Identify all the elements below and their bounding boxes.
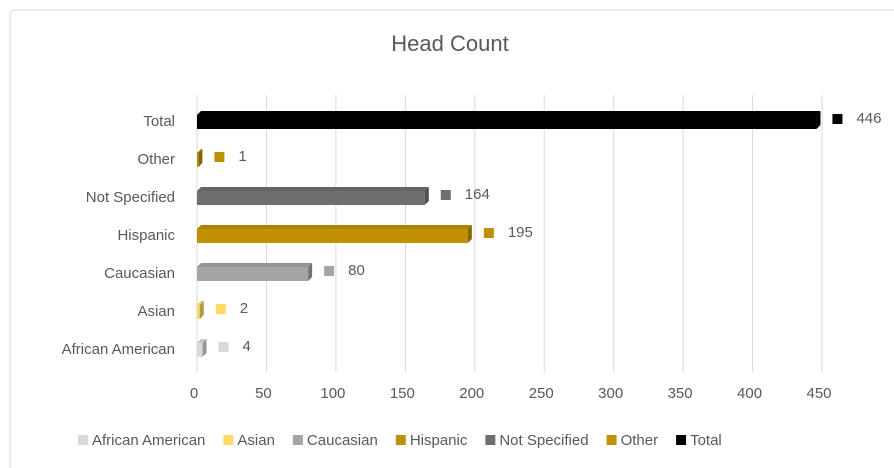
- bar-top: [197, 301, 204, 305]
- legend-swatch: [78, 435, 88, 445]
- x-tick-label: 0: [190, 385, 198, 402]
- y-tick-label: Caucasian: [104, 265, 175, 282]
- legend-swatch: [676, 435, 687, 445]
- x-tick-label: 50: [255, 385, 272, 402]
- y-tick-label: African American: [62, 341, 175, 358]
- bar: [197, 191, 425, 205]
- bar-side: [816, 111, 821, 129]
- y-tick-label: Hispanic: [117, 227, 175, 244]
- y-tick-label: Asian: [137, 303, 175, 320]
- bar-side: [308, 263, 313, 281]
- bar-top: [197, 263, 313, 267]
- x-tick-label: 350: [668, 385, 693, 402]
- bar-top: [197, 149, 203, 153]
- x-tick-label: 400: [737, 385, 762, 402]
- x-tick-label: 150: [390, 385, 415, 402]
- data-label: 446: [856, 110, 881, 127]
- bar: [197, 229, 468, 243]
- x-tick-label: 100: [320, 385, 345, 402]
- legend-swatch: [395, 435, 406, 445]
- data-label: 164: [465, 186, 490, 203]
- legend-swatch: [485, 435, 496, 445]
- x-tick-label: 250: [529, 385, 554, 402]
- y-tick-label: Other: [137, 151, 175, 168]
- label-marker: [483, 228, 494, 238]
- legend-label: Total: [690, 432, 722, 449]
- legend-label: Not Specified: [499, 432, 588, 449]
- bar: [197, 267, 309, 281]
- data-label: 4: [243, 338, 251, 355]
- bar-top: [197, 225, 472, 229]
- bar: [197, 343, 203, 357]
- bar-side: [424, 187, 429, 205]
- legend-label: Hispanic: [410, 432, 468, 449]
- data-label: 2: [240, 300, 248, 317]
- legend-swatch: [223, 435, 234, 445]
- x-tick-label: 200: [459, 385, 484, 402]
- label-marker: [215, 304, 226, 314]
- label-marker: [218, 342, 229, 352]
- bar-side: [202, 339, 207, 357]
- bar: [197, 305, 200, 319]
- data-label: 1: [238, 148, 246, 165]
- bar-side: [199, 301, 204, 319]
- legend-swatch: [606, 435, 617, 445]
- chart-title: Head Count: [391, 31, 508, 56]
- bar: [197, 153, 199, 167]
- legend-label: African American: [92, 432, 205, 449]
- bar-top: [197, 339, 207, 343]
- bar-top: [197, 187, 429, 191]
- data-label: 80: [348, 262, 365, 279]
- label-marker: [832, 114, 843, 124]
- label-marker: [440, 190, 451, 200]
- legend-label: Other: [621, 432, 659, 449]
- label-marker: [214, 152, 225, 162]
- x-tick-label: 450: [806, 385, 831, 402]
- y-tick-label: Not Specified: [86, 189, 175, 206]
- y-tick-label: Total: [143, 113, 175, 130]
- legend-label: Asian: [237, 432, 275, 449]
- bar-top: [197, 111, 821, 115]
- x-tick-label: 300: [598, 385, 623, 402]
- legend-label: Caucasian: [307, 432, 378, 449]
- legend-swatch: [292, 435, 303, 445]
- label-marker: [324, 266, 335, 276]
- bar: [197, 115, 817, 129]
- bar-side: [198, 149, 203, 167]
- bar-side: [467, 225, 472, 243]
- data-label: 195: [508, 224, 533, 241]
